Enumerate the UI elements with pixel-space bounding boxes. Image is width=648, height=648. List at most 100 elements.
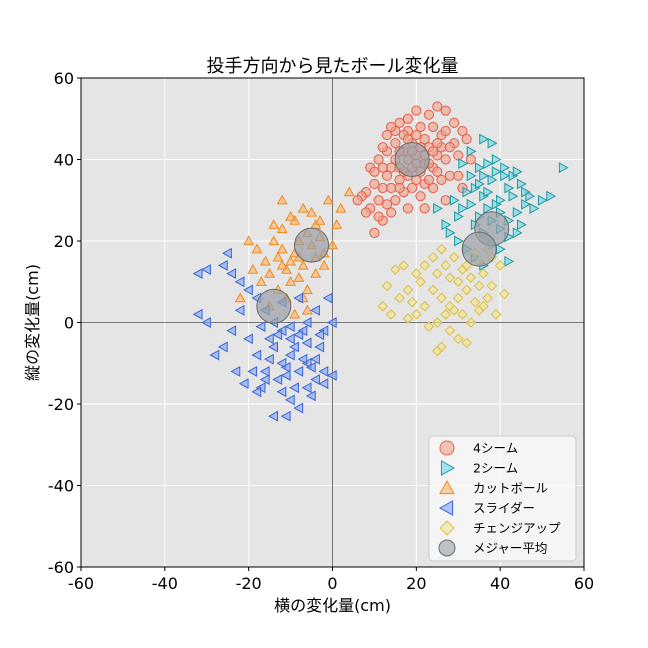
data-point [415,276,426,288]
data-point [394,292,405,304]
data-point [512,166,523,178]
data-point [251,349,262,361]
data-point [310,304,320,316]
data-point [491,198,502,210]
y-tick-label: 40 [54,151,74,170]
x-tick-label: -60 [68,574,94,593]
data-point [512,207,523,218]
data-point [222,247,232,259]
data-point [428,146,439,157]
data-point [284,394,295,406]
data-point [259,365,270,377]
y-axis-title: 縦の変化量(cm) [23,264,42,381]
data-point [293,292,304,304]
data-point [504,182,515,194]
data-point [487,137,498,149]
data-point [457,309,468,320]
y-tick-label: 60 [54,69,74,88]
data-point [558,162,569,174]
data-point [454,235,464,247]
data-point [285,255,297,266]
data-point [226,268,237,280]
data-point [369,178,380,190]
average-point [294,227,330,263]
data-point [499,288,510,300]
data-point [461,284,472,296]
legend-label: 2シーム [473,461,518,476]
data-point [301,382,312,394]
data-point [243,235,255,246]
x-tick-label: -20 [236,574,262,593]
legend-label: メジャー平均 [473,541,547,556]
data-point [394,117,405,128]
data-point [483,202,494,214]
data-point [436,174,447,185]
data-point [192,308,203,320]
data-point [381,129,393,141]
data-point [234,276,245,288]
data-point [500,170,510,182]
data-point [377,162,388,173]
data-point [495,194,506,206]
y-tick-label: -60 [48,558,74,577]
data-point [452,333,464,345]
data-point [377,142,388,153]
data-point [491,154,502,165]
data-point [301,337,312,349]
data-point [322,292,333,304]
x-tick-label: 20 [406,574,426,593]
data-point [427,251,439,263]
data-point [423,109,435,120]
data-point [289,308,301,319]
data-point [272,329,283,341]
data-point [301,304,313,315]
data-point [466,198,477,210]
data-point [381,280,393,292]
data-point [251,243,263,254]
data-point [453,150,464,161]
data-point [428,121,439,133]
data-point [268,341,278,353]
data-point [251,386,262,398]
y-tick-label: -20 [48,395,74,414]
data-point [373,211,384,222]
data-point [314,341,325,353]
data-point [411,129,422,141]
series-5 [256,142,510,324]
data-point [440,154,451,165]
data-point [360,207,372,218]
data-point [386,121,397,133]
data-point [386,207,397,218]
data-point [461,260,472,271]
data-point [255,276,267,286]
data-point [285,276,297,286]
data-point [512,227,523,239]
data-point [482,292,493,304]
data-point [411,268,422,279]
data-point [452,276,464,288]
data-point [243,333,253,345]
data-point [327,239,338,250]
data-point [272,374,283,385]
average-point [394,142,430,177]
data-point [289,341,299,353]
data-point [247,365,258,377]
data-point [415,121,426,133]
y-tick-label: 0 [64,314,74,333]
data-point [444,142,455,153]
data-point [352,195,363,206]
legend-box [428,435,577,562]
legend-marker [440,460,456,476]
data-point [423,174,435,185]
legend-marker [439,479,455,495]
data-point [419,203,430,214]
data-point [192,268,203,280]
data-point [444,170,455,181]
x-tick-label: 60 [574,574,594,593]
data-point [398,260,410,271]
data-point [419,134,430,145]
data-point [230,365,241,377]
legend-label: カットボール [473,481,548,496]
legend-marker [438,539,456,557]
